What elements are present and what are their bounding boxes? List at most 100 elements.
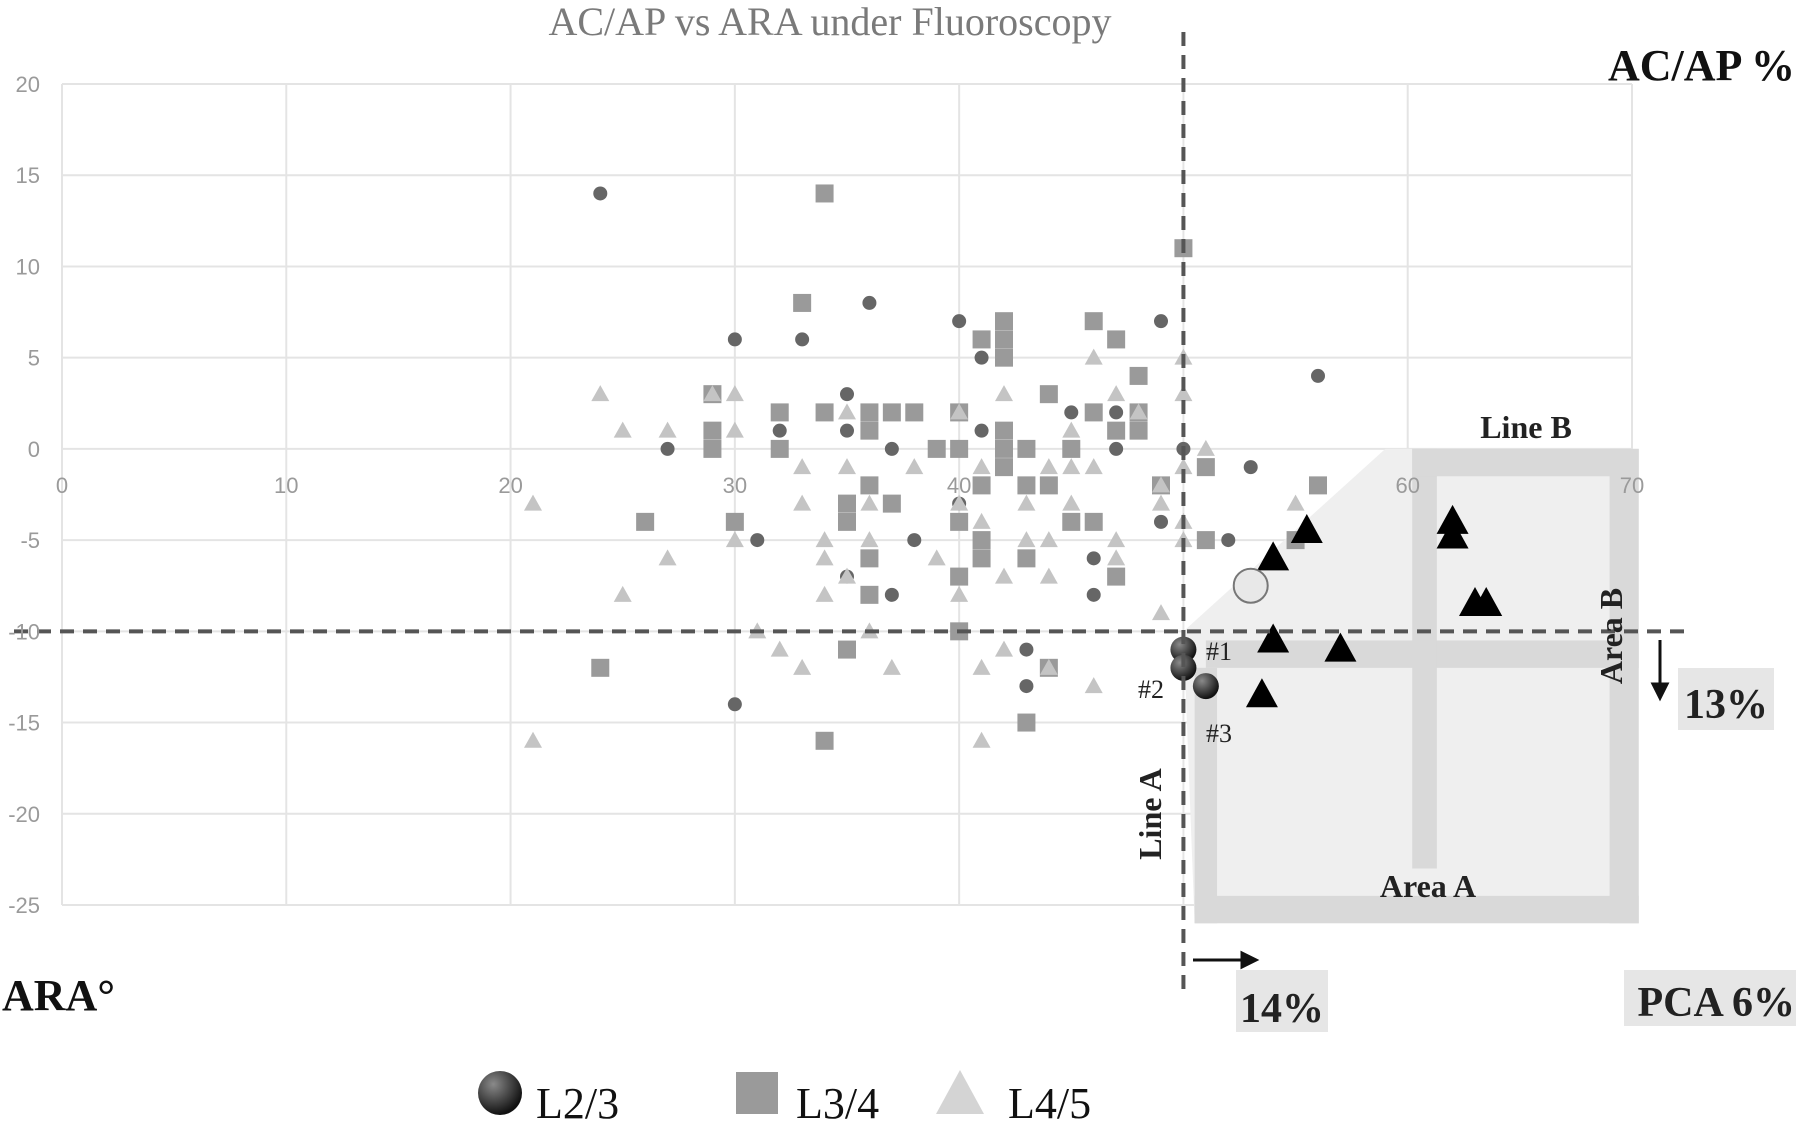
l45-point: [1062, 421, 1081, 438]
l34-point: [1017, 439, 1036, 458]
l34-point: [636, 512, 655, 531]
l23-point: [974, 423, 989, 438]
l34-point: [972, 531, 991, 550]
l45-point: [1084, 458, 1103, 475]
l34-point: [995, 348, 1013, 367]
l45-point: [725, 421, 744, 438]
l45-point: [1084, 677, 1103, 694]
l23-point: [907, 533, 922, 548]
l23-point: [593, 186, 608, 201]
y-tick-label: -5: [20, 528, 40, 553]
l34-point: [1107, 421, 1126, 440]
legend-l34-label: L3/4: [796, 1079, 879, 1127]
l34-point: [905, 403, 924, 422]
l45-point: [591, 385, 610, 402]
legend-l23-label: L2/3: [536, 1079, 619, 1127]
l45-point: [838, 567, 856, 584]
l34-point: [1017, 713, 1036, 732]
l45-point: [995, 385, 1013, 402]
l34-point: [927, 439, 946, 458]
l45-point: [995, 567, 1013, 584]
l45-point: [972, 658, 991, 675]
line-b-band: [1412, 448, 1639, 477]
y-tick-label: 20: [16, 72, 40, 97]
y-tick-label: 5: [28, 346, 40, 371]
highlight-triangle: [1245, 678, 1278, 708]
l45-point: [1039, 458, 1058, 475]
x-tick-label: 40: [947, 473, 971, 498]
l34-point: [591, 658, 610, 677]
target-zone: [1183, 448, 1639, 924]
l34-point: [882, 494, 901, 513]
l45-point: [793, 458, 812, 475]
x-tick-label: 20: [498, 473, 522, 498]
target-zone-fill: [1183, 448, 1639, 924]
highlight-triangle: [1436, 519, 1469, 549]
l45-point: [658, 421, 677, 438]
l23-point: [884, 441, 899, 456]
l23-point: [1243, 460, 1258, 475]
l45-point: [1129, 403, 1148, 420]
highlight-points: [1170, 504, 1503, 708]
l34-point: [838, 640, 856, 659]
legend: L2/3 L3/4 L4/5: [478, 1070, 1091, 1127]
l45-point: [927, 549, 946, 566]
l23-point: [727, 332, 742, 347]
area-b-label: Area B: [1593, 588, 1629, 684]
legend-l23-marker: [478, 1071, 522, 1115]
l23-point: [1221, 533, 1236, 548]
y-tick-label: -15: [8, 711, 40, 736]
l34-point: [1196, 458, 1215, 477]
l45-point: [972, 458, 991, 475]
l45-point: [1017, 531, 1036, 548]
l45-point: [1017, 494, 1036, 511]
l45-point: [995, 640, 1013, 657]
l23-point: [840, 387, 854, 402]
l45-point: [860, 494, 879, 511]
x-tick-label: 70: [1620, 473, 1644, 498]
highlight-dot: [1192, 673, 1219, 700]
l45-point: [1107, 531, 1126, 548]
l34-point: [860, 549, 879, 568]
l23-point: [840, 423, 854, 438]
l45-point: [905, 458, 924, 475]
y-tick-label: 0: [28, 437, 40, 462]
arrow-right-icon: [1193, 950, 1260, 970]
l23-point: [1154, 314, 1168, 329]
l34-point: [860, 585, 879, 604]
l45-point: [658, 549, 677, 566]
l45-point: [860, 531, 879, 548]
l34-point: [1129, 366, 1148, 385]
l45-point: [725, 531, 744, 548]
l45-point: [793, 494, 812, 511]
l45-point: [524, 494, 542, 511]
line-b-label: Line B: [1480, 409, 1572, 445]
l34-point: [1107, 330, 1126, 349]
l34-point: [995, 330, 1013, 349]
l45-point: [1039, 567, 1058, 584]
l34-point: [703, 439, 722, 458]
l45-point: [1084, 348, 1103, 365]
line-a-label: Line A: [1132, 768, 1168, 860]
l34-point: [838, 512, 856, 531]
l23-point: [952, 314, 967, 329]
l34-point: [972, 476, 991, 495]
l23-point: [862, 295, 877, 310]
l45-point: [1196, 439, 1215, 456]
x-tick-label: 30: [723, 473, 747, 498]
l34-point: [1129, 421, 1148, 440]
highlight-triangle: [1324, 632, 1357, 662]
l34-point: [1062, 439, 1081, 458]
l45-point: [950, 403, 969, 420]
l23-point: [1311, 368, 1325, 383]
l34-point: [815, 184, 834, 203]
l45-point: [1062, 494, 1081, 511]
l45-point: [815, 549, 834, 566]
legend-l34-marker: [736, 1072, 778, 1114]
zone-left-border: [1194, 667, 1218, 924]
pct-x-label: 14%: [1240, 986, 1324, 1032]
zone-bottom-border: [1194, 895, 1639, 924]
l23-point: [1064, 405, 1079, 420]
l34-point: [1039, 476, 1058, 495]
l45-point: [972, 512, 991, 529]
